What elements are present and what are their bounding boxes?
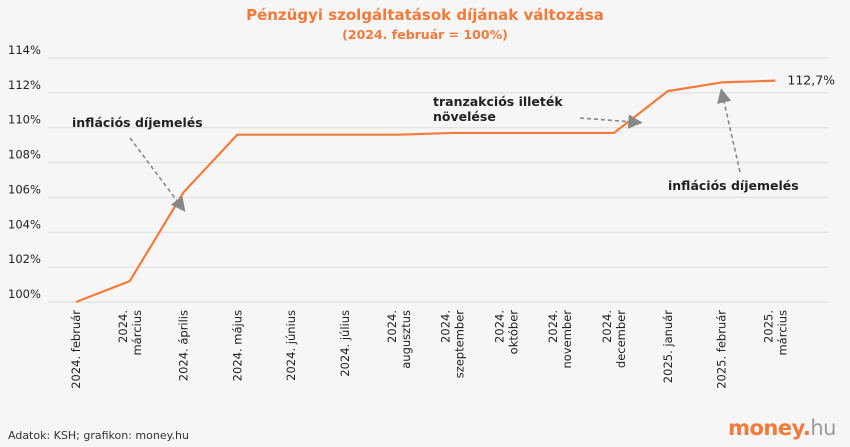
y-tick-label: 104% [8,217,41,231]
x-tick-group: 2024. november [546,310,574,369]
x-tick-label: március [775,310,789,356]
logo-main: money [728,416,803,440]
x-tick-label: 2024. április [177,310,191,381]
x-tick-group: 2025. január [661,310,675,383]
y-tick-label: 108% [8,148,41,162]
x-tick-label: március [130,310,144,356]
x-tick-group: 2024. december [600,310,628,368]
annotation-text: tranzakciós illeték [433,94,563,109]
x-tick-group: 2024. október [492,310,520,355]
annotation-arrow [717,88,741,173]
x-tick-label: 2024. [439,310,453,343]
x-tick-label: augusztus [399,310,413,369]
annotation-arrow [579,114,643,129]
money-hu-logo: money.hu [728,416,836,440]
end-value-label: 112,7% [787,73,835,88]
x-tick-label: 2024. május [230,310,244,381]
x-tick-label: 2024. február [69,310,83,389]
logo-suffix: hu [810,416,836,440]
y-tick-label: 100% [8,287,41,301]
grid-lines [48,57,828,303]
x-tick-group: 2024. április [177,310,191,381]
chart-title: Pénzügyi szolgáltatások díjának változás… [246,6,604,24]
x-tick-label: 2024. [492,310,506,343]
x-tick-label: 2024. július [338,310,352,377]
x-tick-label: 2024. [116,310,130,343]
y-tick-label: 102% [8,252,41,266]
x-tick-group: 2024. július [338,310,352,377]
x-tick-label: november [560,310,574,369]
annotation-text: inflációs díjemelés [72,115,203,130]
annotation-arrow [129,137,186,212]
series: 112,7% [75,73,835,304]
x-tick-group: 2025. március [761,310,789,356]
y-tick-label: 112% [8,78,41,92]
annotation-text: növelése [433,109,496,124]
series-line [75,79,776,304]
annotation-text: inflációs díjemelés [668,178,799,193]
x-tick-group: 2024. február [69,310,83,389]
y-tick-label: 106% [8,182,41,196]
x-tick-group: 2025. február [715,310,729,389]
chart-subtitle: (2024. február = 100%) [342,27,508,42]
x-tick-label: 2025. február [715,310,729,389]
logo-dot: . [802,416,811,440]
x-tick-label: 2024. [385,310,399,343]
x-tick-label: 2024. [600,310,614,343]
x-axis: 2024. február 2024. március 2024. április 20… [69,310,789,389]
x-tick-group: 2024. szeptember [439,310,467,379]
x-tick-label: december [614,310,628,368]
x-tick-label: szeptember [453,310,467,379]
x-tick-label: 2024. [546,310,560,343]
y-axis: 100% 102% 104% 106% 108% 110% 112% 114% [8,43,41,301]
x-tick-group: 2024. június [284,310,298,381]
x-tick-label: 2025. [761,310,775,343]
x-tick-group: 2024. május [230,310,244,381]
y-tick-label: 114% [8,43,41,57]
x-tick-label: 2025. január [661,310,675,383]
x-tick-label: 2024. június [284,310,298,381]
source-note: Adatok: KSH; grafikon: money.hu [8,429,189,442]
y-tick-label: 110% [8,113,41,127]
x-tick-label: október [506,310,520,355]
x-tick-group: 2024. március [116,310,144,356]
x-tick-group: 2024. augusztus [385,310,413,369]
annotations: inflációs díjemelés tranzakciós illetéknö… [72,88,799,212]
